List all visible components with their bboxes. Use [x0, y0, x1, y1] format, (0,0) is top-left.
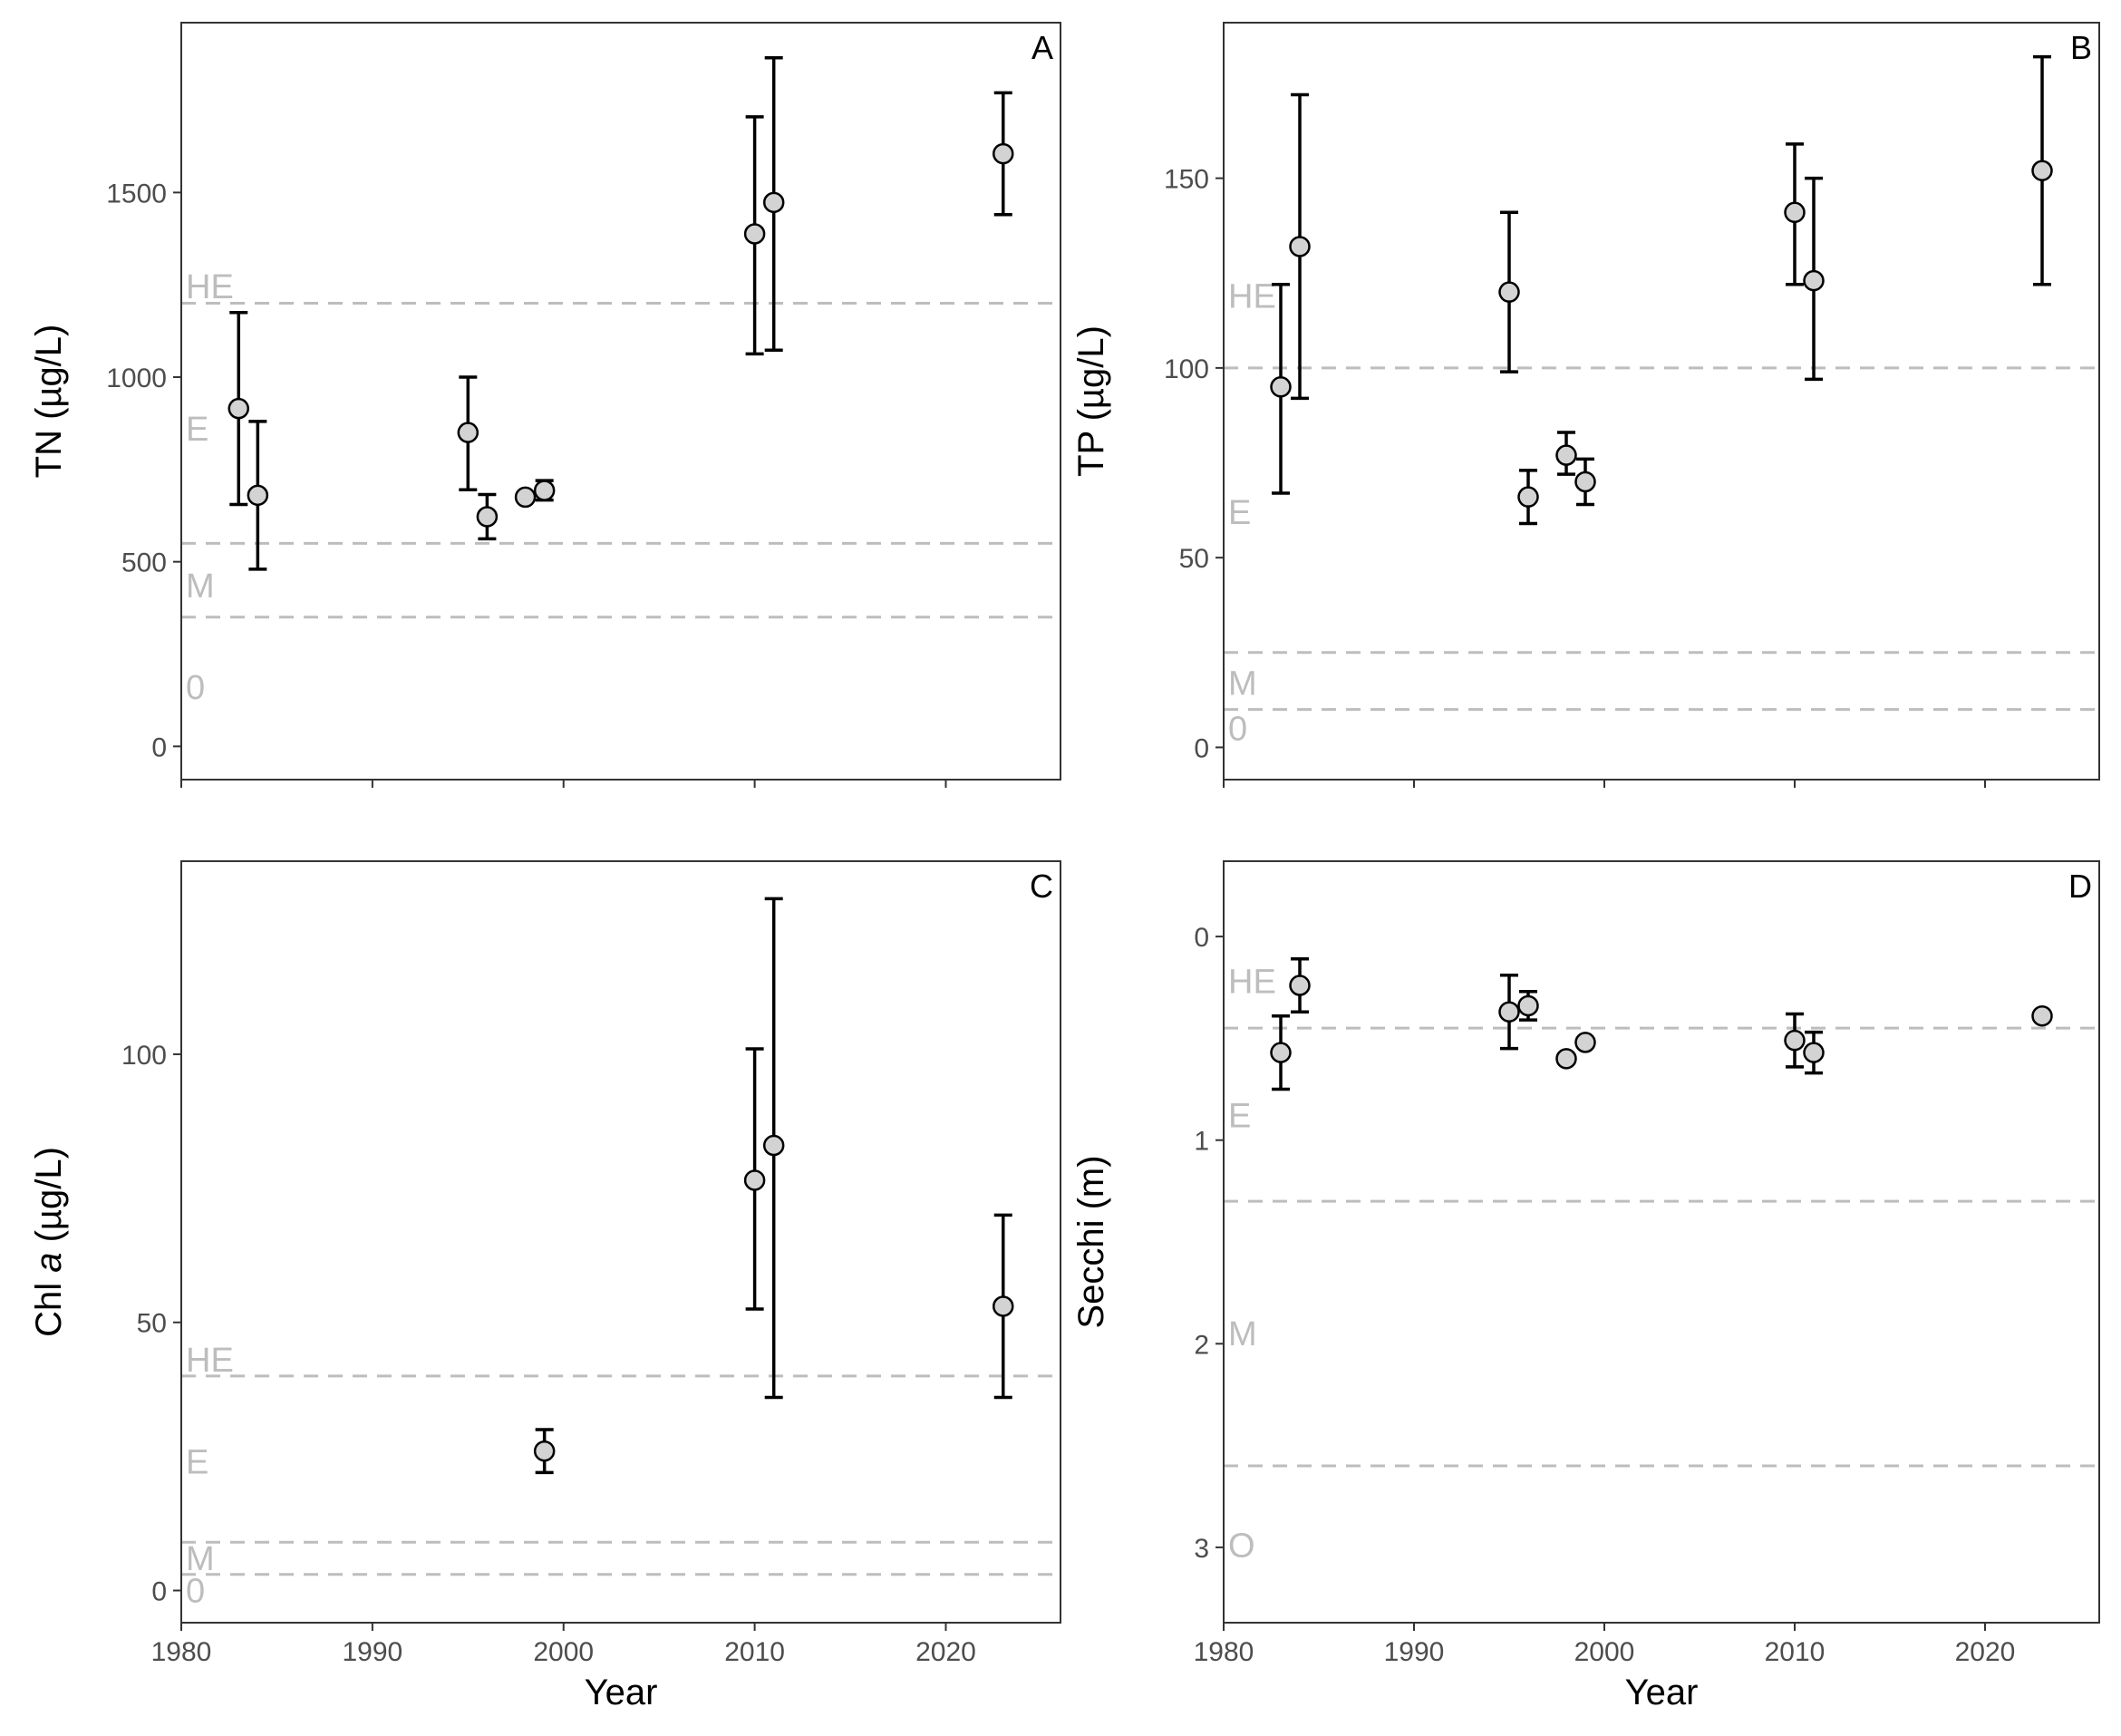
- data-point: [1574, 470, 1596, 493]
- y-tick-label: 0: [1194, 733, 1209, 763]
- data-point: [476, 506, 499, 528]
- data-point: [1517, 994, 1539, 1017]
- data-point: [533, 480, 556, 501]
- y-tick-label: 50: [137, 1309, 167, 1339]
- y-tick-label: 0: [151, 732, 167, 762]
- data-point: [992, 142, 1014, 165]
- y-tick-label: 500: [121, 548, 167, 578]
- panel-letter: D: [2068, 868, 2092, 905]
- panel-border: [180, 860, 1061, 1624]
- data-point: [1289, 975, 1311, 996]
- y-tick-label: 100: [121, 1041, 167, 1071]
- x-tick-label: 1990: [1384, 1637, 1445, 1667]
- reference-label: HE: [1228, 964, 1276, 1002]
- data-point: [1784, 1029, 1806, 1052]
- reference-label: M: [1228, 1315, 1257, 1353]
- panel-d: HE E M O 0 1 2 3 1980 1990 2000 2010 2020 D Year Secchi…: [1071, 860, 2100, 1712]
- data-point: [762, 191, 785, 214]
- y-axis-title-part: TP (µg/L): [1071, 325, 1111, 477]
- x-tick-label: 1980: [151, 1637, 212, 1667]
- y-axis-title: Chl a (µg/L): [29, 1147, 69, 1337]
- data-point: [2031, 160, 2053, 181]
- reference-label: M: [186, 1540, 215, 1578]
- reference-label: O: [1228, 1527, 1255, 1566]
- reference-label: E: [186, 1444, 208, 1482]
- data-point: [1289, 236, 1311, 257]
- reference-label: E: [186, 411, 208, 449]
- panel-border: [1223, 860, 2100, 1624]
- y-tick-label: 0: [1194, 923, 1209, 953]
- data-point: [1803, 269, 1825, 292]
- x-tick-label: 2000: [1574, 1637, 1635, 1667]
- reference-label: HE: [186, 268, 234, 306]
- reference-label: E: [1228, 494, 1251, 532]
- data-point: [1803, 1042, 1825, 1063]
- reference-label: HE: [1228, 277, 1276, 315]
- reference-label: M: [1228, 664, 1257, 703]
- y-axis-title: Secchi (m): [1071, 1155, 1111, 1328]
- data-point: [743, 1169, 766, 1191]
- data-point: [762, 1134, 785, 1157]
- panel-letter: C: [1030, 868, 1053, 905]
- x-tick-label: 2010: [724, 1637, 785, 1667]
- reference-label: 0: [1228, 710, 1247, 748]
- y-tick-label: 3: [1194, 1534, 1209, 1564]
- data-point: [1270, 1042, 1292, 1063]
- data-point: [457, 422, 479, 443]
- panel-letter: A: [1031, 29, 1053, 66]
- data-point: [1498, 281, 1520, 303]
- reference-label: E: [1228, 1098, 1251, 1136]
- panel-border: [1223, 22, 2100, 781]
- data-point: [533, 1440, 556, 1462]
- data-point: [1555, 1048, 1577, 1070]
- y-axis-title-part: Chl: [29, 1273, 69, 1337]
- y-tick-label: 0: [151, 1577, 167, 1607]
- y-tick-label: 50: [1179, 544, 1209, 574]
- y-tick-label: 100: [1164, 354, 1209, 384]
- y-tick-label: 1500: [106, 179, 167, 209]
- data-point: [1498, 1001, 1520, 1023]
- panel-letter: B: [2070, 29, 2092, 66]
- y-axis-title-part: a: [29, 1253, 69, 1273]
- data-point: [247, 484, 269, 507]
- reference-label: HE: [186, 1342, 234, 1380]
- x-tick-label: 2020: [1955, 1637, 2016, 1667]
- y-tick-label: 2: [1194, 1330, 1209, 1360]
- data-point: [514, 486, 537, 509]
- reference-label: 0: [186, 669, 205, 707]
- x-axis-title: Year: [585, 1673, 658, 1712]
- data-point: [1517, 486, 1539, 508]
- data-point: [743, 223, 766, 245]
- data-point: [1555, 444, 1577, 466]
- y-axis-title-part: (µg/L): [29, 1147, 69, 1252]
- x-tick-label: 1980: [1194, 1637, 1254, 1667]
- data-point: [992, 1295, 1014, 1317]
- x-tick-label: 2010: [1765, 1637, 1826, 1667]
- reference-label: M: [186, 567, 215, 606]
- data-point: [1270, 376, 1292, 398]
- reference-label: 0: [186, 1573, 205, 1611]
- y-tick-label: 150: [1164, 165, 1209, 195]
- data-point: [1784, 201, 1806, 224]
- y-axis-title-part: TN (µg/L): [29, 325, 69, 479]
- y-axis-title: TP (µg/L): [1071, 325, 1111, 477]
- x-tick-label: 2020: [915, 1637, 976, 1667]
- y-axis-title: TN (µg/L): [29, 325, 69, 479]
- x-tick-label: 1990: [342, 1637, 402, 1667]
- data-point: [228, 397, 250, 420]
- panel-c: HE E M00 50 100 1980 1990 2000 2010 2020 C Year Chl …: [29, 860, 1061, 1712]
- x-axis-title: Year: [1625, 1673, 1699, 1712]
- panel-a: HE E M 00 500 1000 1500 A TN (µg/L): [29, 22, 1061, 788]
- data-point: [2031, 1004, 2053, 1027]
- x-tick-label: 2000: [533, 1637, 594, 1667]
- y-axis-title-part: Secchi (m): [1071, 1155, 1111, 1328]
- y-tick-label: 1000: [106, 364, 167, 393]
- panel-border: [180, 22, 1061, 781]
- y-tick-label: 1: [1194, 1127, 1209, 1157]
- data-point: [1574, 1032, 1596, 1053]
